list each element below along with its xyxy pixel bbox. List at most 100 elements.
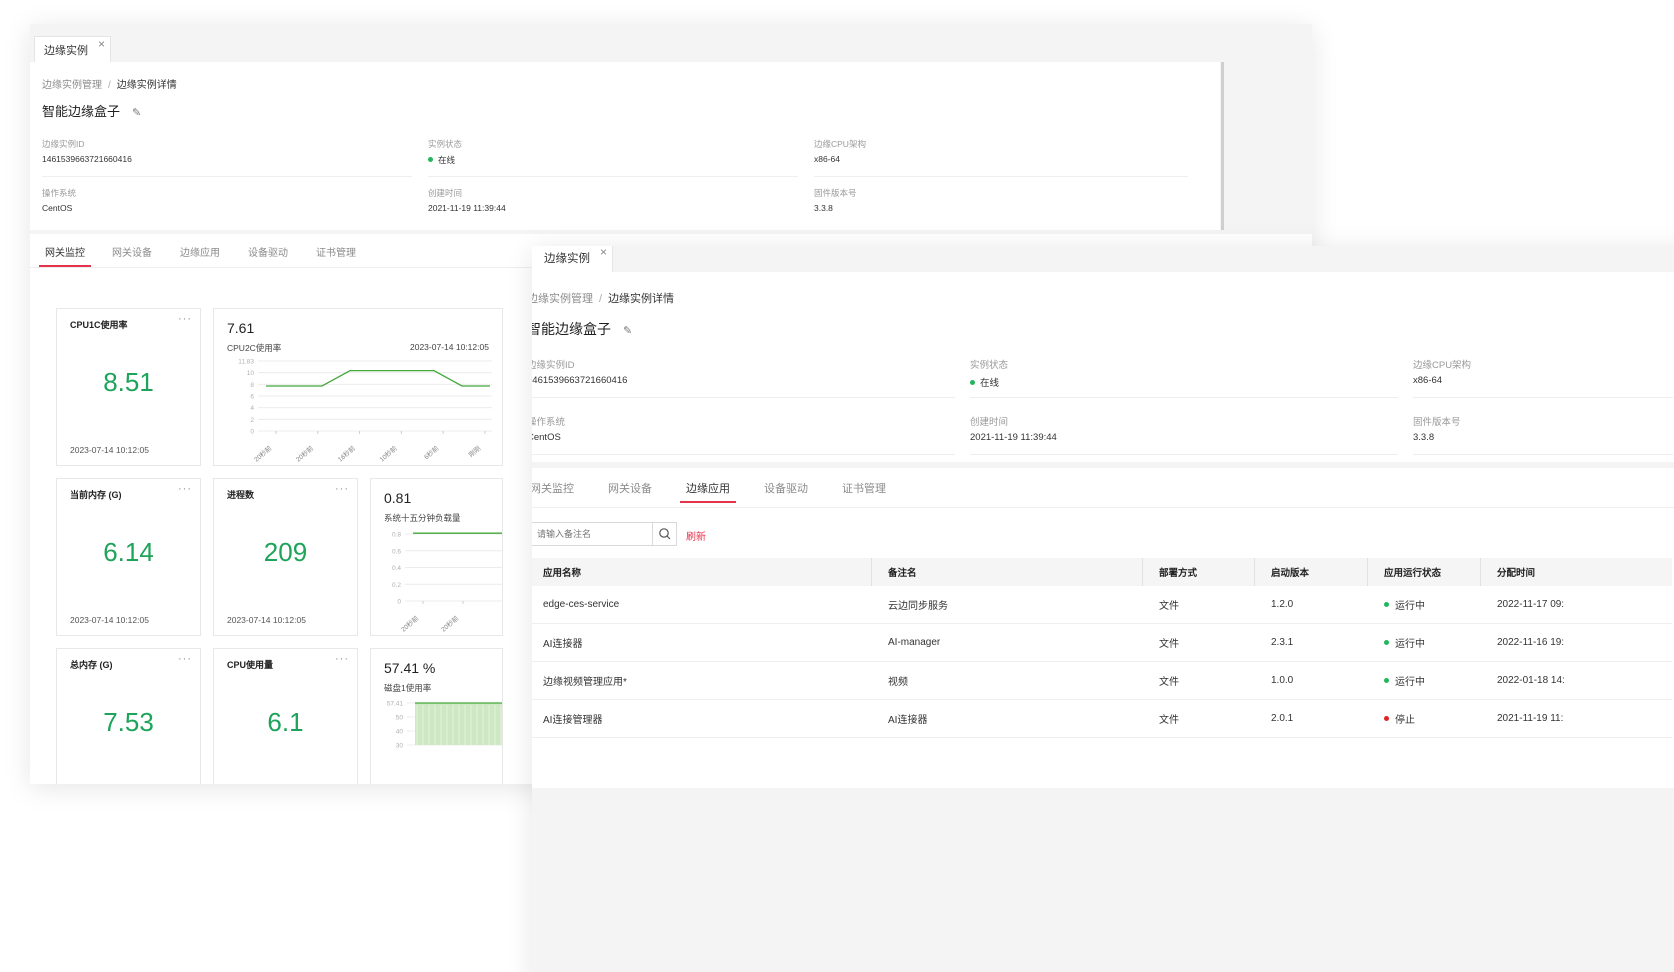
chart-card-load15: 0.8 0.6 0.4 0.2 0 20秒前 20秒前 0.81 系统十五分钟负载量	[370, 478, 503, 636]
y-tick-label: 0.8	[392, 532, 401, 539]
col-status[interactable]: 应用运行状态	[1368, 558, 1481, 586]
metric-timestamp: 2023-07-14 10:12:05	[70, 615, 149, 625]
field-value: 2021-11-19 11:39:44	[970, 432, 1057, 443]
more-icon[interactable]: ···	[178, 313, 192, 325]
col-time[interactable]: 分配时间	[1497, 568, 1536, 579]
status-dot	[428, 157, 433, 162]
pencil-icon[interactable]: ✎	[623, 325, 633, 337]
tab-edge-apps[interactable]: 边缘应用	[680, 480, 736, 503]
cell-deploy: 文件	[1159, 677, 1179, 688]
page-title-text: 智能边缘盒子	[532, 321, 611, 337]
metric-card-total-memory: 总内存 (G) ··· 7.53	[56, 648, 201, 784]
scrollbar[interactable]	[1221, 62, 1224, 230]
metric-value: 6.1	[267, 707, 304, 737]
cell-time: 2022-11-17 09:	[1497, 599, 1565, 610]
table-row[interactable]: AI连接器 AI-manager 文件 2.3.1 运行中 2022-11-16 19:	[532, 624, 1672, 662]
field-label: 创建时间	[970, 417, 1009, 428]
y-tick-label: 50	[396, 715, 404, 722]
tab-gateway-devices[interactable]: 网关设备	[112, 248, 152, 259]
table-row[interactable]: 边缘视频管理应用* 视频 文件 1.0.0 运行中 2022-01-18 14:	[532, 662, 1672, 700]
cell-status: 运行中	[1368, 624, 1481, 661]
more-icon[interactable]: ···	[178, 653, 192, 665]
field-value: 2021-11-19 11:39:44	[428, 203, 506, 213]
tab-device-drivers[interactable]: 设备驱动	[764, 483, 808, 495]
pencil-icon[interactable]: ✎	[132, 107, 142, 119]
chart-svg: 11.83 10 8 6 4 2 0 20秒前 20秒前 16秒前 10秒前 6秒前 刚刚	[238, 359, 492, 464]
chart-name: 系统十五分钟负载量	[384, 513, 461, 523]
field-label: 边缘实例ID	[532, 360, 575, 371]
field-label: 固件版本号	[1413, 417, 1461, 428]
close-icon[interactable]: ×	[97, 37, 105, 51]
status-text: 在线	[438, 155, 456, 165]
y-tick-label: 0.2	[392, 582, 401, 589]
status-text: 停止	[1395, 715, 1415, 726]
tab-device-drivers[interactable]: 设备驱动	[248, 248, 288, 259]
field-value: x86-64	[1413, 375, 1443, 386]
edge-apps-panel: 网关监控 网关设备 边缘应用 设备驱动 证书管理 刷新 应用名称 备注名 部署方…	[532, 468, 1674, 788]
field-value: 在线	[428, 154, 798, 176]
table-row[interactable]: edge-ces-service 云边同步服务 文件 1.2.0 运行中 2022-11-…	[532, 586, 1672, 624]
breadcrumb-separator: /	[599, 293, 603, 305]
tab-edge-instance[interactable]: 边缘实例 ×	[532, 246, 613, 272]
status-text: 运行中	[1395, 601, 1425, 612]
status-dot	[1384, 678, 1389, 683]
front-window: 边缘实例 × 边缘实例管理 / 边缘实例详情 智能边缘盒子 ✎ 边缘实例ID 1461…	[532, 246, 1674, 972]
breadcrumb: 边缘实例管理 / 边缘实例详情	[532, 290, 674, 306]
col-remark[interactable]: 备注名	[872, 558, 1143, 586]
cell-remark: AI连接器	[888, 715, 928, 726]
search-input[interactable]	[532, 523, 652, 545]
breadcrumb-parent[interactable]: 边缘实例管理	[532, 293, 593, 305]
cell-version: 1.2.0	[1271, 599, 1294, 610]
metric-title: 进程数	[227, 490, 255, 500]
field-value: 在线	[970, 375, 1398, 397]
chart-name: CPU2C使用率	[227, 343, 282, 353]
tab-certificates[interactable]: 证书管理	[316, 248, 356, 259]
col-deploy[interactable]: 部署方式	[1143, 558, 1255, 586]
field-firmware: 固件版本号 3.3.8	[1413, 414, 1673, 455]
field-label: 实例状态	[428, 139, 463, 149]
y-tick-label: 6	[250, 394, 254, 401]
chart-svg: 57.41 50 40 30	[387, 701, 502, 750]
status-text: 运行中	[1395, 677, 1425, 688]
cell-remark: AI-manager	[888, 637, 941, 648]
chart-value: 57.41 %	[384, 660, 436, 676]
field-value: x86-64	[814, 154, 840, 164]
chart-timestamp: 2023-07-14 10:12:05	[410, 342, 489, 352]
more-icon[interactable]: ···	[335, 483, 349, 495]
x-tick-label: 20秒前	[252, 443, 274, 463]
tab-certificates[interactable]: 证书管理	[842, 483, 886, 495]
cell-version: 1.0.0	[1271, 675, 1294, 686]
field-status: 实例状态 在线	[428, 138, 798, 177]
tab-label: 边缘实例	[544, 253, 590, 265]
search-button[interactable]	[652, 523, 676, 545]
field-label: 边缘CPU架构	[814, 139, 866, 149]
table-row[interactable]: AI连接管理器 AI连接器 文件 2.0.1 停止 2021-11-19 11:	[532, 700, 1672, 738]
breadcrumb-parent[interactable]: 边缘实例管理	[42, 80, 102, 91]
field-label: 边缘实例ID	[42, 139, 85, 149]
field-instance-id: 边缘实例ID 1461539663721660416	[532, 357, 955, 398]
cell-remark: 云边同步服务	[888, 601, 948, 612]
metric-title: 当前内存 (G)	[70, 490, 122, 500]
close-icon[interactable]: ×	[599, 246, 607, 259]
metric-card-cpu-usage: CPU使用量 ··· 6.1	[213, 648, 358, 784]
field-label: 操作系统	[532, 417, 566, 428]
tab-edge-apps[interactable]: 边缘应用	[180, 248, 220, 259]
tab-gateway-devices[interactable]: 网关设备	[608, 483, 652, 495]
more-icon[interactable]: ···	[335, 653, 349, 665]
breadcrumb-separator: /	[108, 80, 111, 91]
metric-title: CPU使用量	[227, 660, 274, 670]
cell-status: 运行中	[1368, 662, 1481, 699]
tab-gateway-monitor[interactable]: 网关监控	[39, 244, 91, 267]
field-status: 实例状态 在线	[970, 357, 1398, 398]
col-version[interactable]: 启动版本	[1255, 558, 1368, 586]
metric-timestamp: 2023-07-14 10:12:05	[70, 445, 149, 455]
col-app-name[interactable]: 应用名称	[532, 558, 872, 586]
refresh-button[interactable]: 刷新	[686, 532, 706, 543]
field-value: 3.3.8	[814, 203, 833, 213]
tab-gateway-monitor[interactable]: 网关监控	[532, 483, 574, 495]
metric-title: 总内存 (G)	[70, 660, 113, 670]
tab-edge-instance[interactable]: 边缘实例 ×	[34, 36, 111, 64]
x-tick-label: 6秒前	[422, 443, 441, 461]
more-icon[interactable]: ···	[178, 483, 192, 495]
cell-deploy: 文件	[1159, 601, 1179, 612]
